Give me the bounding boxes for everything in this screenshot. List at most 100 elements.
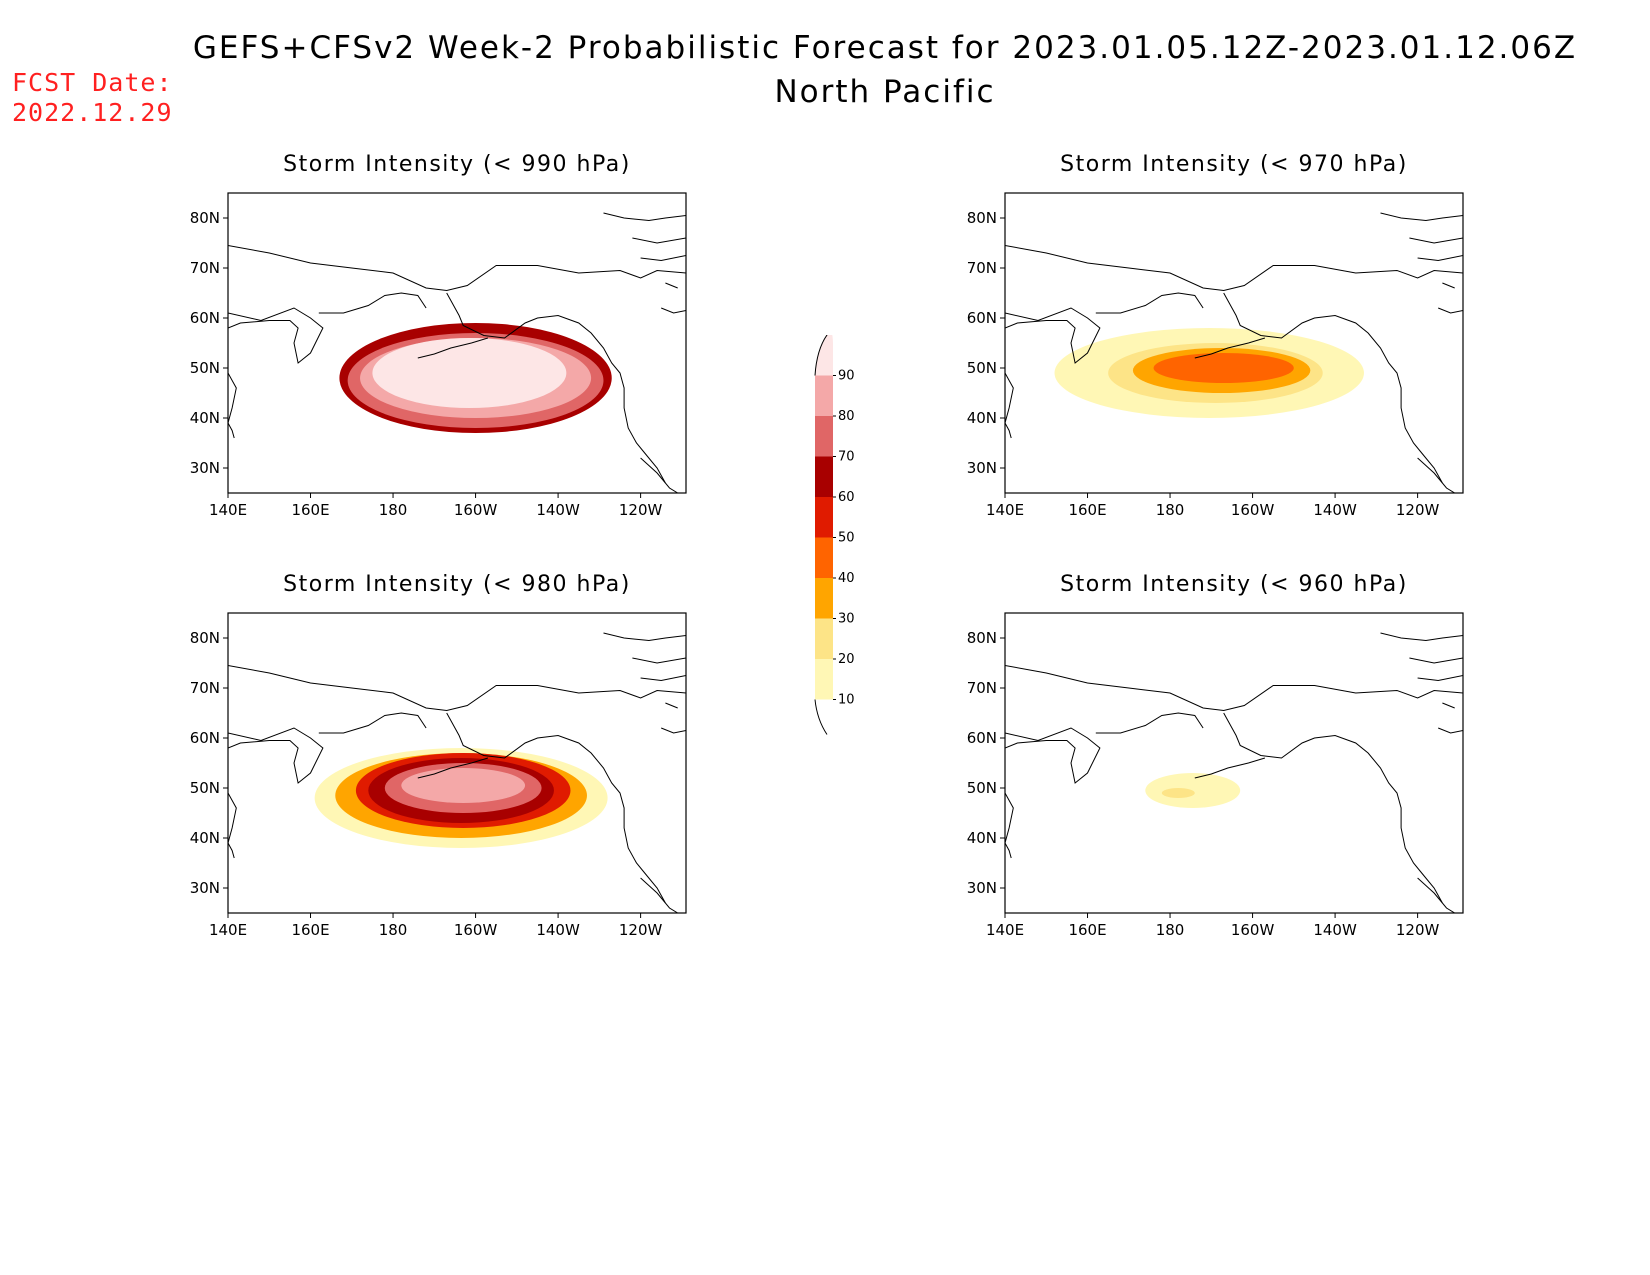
map-frame xyxy=(1004,612,1464,914)
coastline xyxy=(1380,632,1463,642)
coastline xyxy=(1005,307,1101,364)
panel-title-970: Storm Intensity (< 970 hPa) xyxy=(1060,152,1408,177)
lon-tick-label: 160E xyxy=(291,501,329,519)
chart-subtitle: North Pacific xyxy=(774,74,996,110)
coastline xyxy=(417,757,489,779)
coastline xyxy=(1005,727,1101,784)
coastline xyxy=(228,727,324,784)
coastline xyxy=(228,372,237,439)
lon-tick-label: 180 xyxy=(1156,921,1185,939)
coastline xyxy=(228,245,686,292)
lon-tick-label: 140E xyxy=(986,921,1024,939)
coastline xyxy=(318,712,427,734)
lon-tick-label: 140W xyxy=(1313,921,1357,939)
coastline xyxy=(1223,712,1443,904)
lat-tick-label: 40N xyxy=(967,829,997,847)
lat-tick-label: 60N xyxy=(967,309,997,327)
coastline xyxy=(1095,292,1204,314)
lat-tick-label: 30N xyxy=(967,879,997,897)
coastline xyxy=(640,457,678,493)
coastline xyxy=(1005,665,1463,712)
colorbar-swatch xyxy=(815,618,833,659)
coastline xyxy=(228,792,237,859)
lon-tick-label: 160W xyxy=(1231,501,1275,519)
lat-tick-label: 30N xyxy=(190,879,220,897)
colorbar-swatch xyxy=(815,456,833,497)
colorbar-label: 10 xyxy=(838,693,855,708)
colorbar-label: 80 xyxy=(838,409,855,424)
lon-tick-label: 160W xyxy=(454,921,498,939)
coastline xyxy=(446,292,666,484)
coastline xyxy=(228,307,324,364)
colorbar-swatch xyxy=(815,416,833,457)
coastline xyxy=(661,727,686,734)
lon-tick-label: 160E xyxy=(1068,921,1106,939)
colorbar-label: 50 xyxy=(838,531,855,546)
coastline xyxy=(640,675,686,682)
colorbar-label: 20 xyxy=(838,652,855,667)
coastline xyxy=(1380,212,1463,222)
coastline xyxy=(1194,337,1266,359)
lat-tick-label: 70N xyxy=(967,679,997,697)
colorbar-label: 60 xyxy=(838,490,855,505)
coastline xyxy=(1417,675,1463,682)
panel-title-980: Storm Intensity (< 980 hPa) xyxy=(283,572,631,597)
lon-tick-label: 140E xyxy=(986,501,1024,519)
lon-tick-label: 160W xyxy=(1231,921,1275,939)
lon-tick-label: 120W xyxy=(619,921,663,939)
lat-tick-label: 60N xyxy=(190,309,220,327)
lat-tick-label: 80N xyxy=(967,209,997,227)
map-frame xyxy=(1004,192,1464,494)
coastline xyxy=(632,657,686,664)
lat-tick-label: 70N xyxy=(190,679,220,697)
coastline xyxy=(640,255,686,262)
colorbar-label: 90 xyxy=(838,369,855,384)
coastline xyxy=(603,632,686,642)
coastline xyxy=(417,337,489,359)
probability-region xyxy=(1161,788,1195,798)
colorbar-swatch xyxy=(815,578,833,619)
lat-tick-label: 50N xyxy=(967,779,997,797)
colorbar-swatch xyxy=(815,537,833,578)
lat-tick-label: 30N xyxy=(967,459,997,477)
lat-tick-label: 80N xyxy=(967,629,997,647)
lat-tick-label: 40N xyxy=(190,409,220,427)
lon-tick-label: 180 xyxy=(1156,501,1185,519)
probability-region xyxy=(1153,353,1294,383)
colorbar-swatch xyxy=(815,497,833,538)
fcst-date-value: 2022.12.29 xyxy=(12,98,173,127)
map-frame xyxy=(227,612,687,914)
lon-tick-label: 140E xyxy=(209,921,247,939)
coastline xyxy=(1409,657,1463,664)
coastline xyxy=(1095,712,1204,734)
colorbar-label: 40 xyxy=(838,571,855,586)
colorbar-swatch xyxy=(815,375,833,416)
coastline xyxy=(1417,255,1463,262)
coastline xyxy=(1438,307,1463,314)
lat-tick-label: 40N xyxy=(967,409,997,427)
lat-tick-label: 70N xyxy=(190,259,220,277)
panel-title-990: Storm Intensity (< 990 hPa) xyxy=(283,152,631,177)
coastline xyxy=(1417,457,1455,493)
lat-tick-label: 60N xyxy=(190,729,220,747)
lon-tick-label: 140W xyxy=(536,501,580,519)
lon-tick-label: 120W xyxy=(1396,501,1440,519)
coastline xyxy=(1438,727,1463,734)
coastline xyxy=(1223,292,1443,484)
colorbar-label: 70 xyxy=(838,450,855,465)
lat-tick-label: 50N xyxy=(190,359,220,377)
lon-tick-label: 160E xyxy=(291,921,329,939)
map-panel-990: 80N 70N 60N 50N 40N 30N 140E 160E 180 160W 140W 120… xyxy=(190,192,687,519)
lon-tick-label: 140W xyxy=(536,921,580,939)
lat-tick-label: 50N xyxy=(967,359,997,377)
coastline xyxy=(632,237,686,244)
coastline xyxy=(665,702,678,709)
coastline xyxy=(603,212,686,222)
coastline xyxy=(228,665,686,712)
lon-tick-label: 140E xyxy=(209,501,247,519)
coastline xyxy=(318,292,427,314)
colorbar-swatch xyxy=(815,659,833,700)
probability-region xyxy=(1145,773,1241,808)
lat-tick-label: 70N xyxy=(967,259,997,277)
lon-tick-label: 160W xyxy=(454,501,498,519)
